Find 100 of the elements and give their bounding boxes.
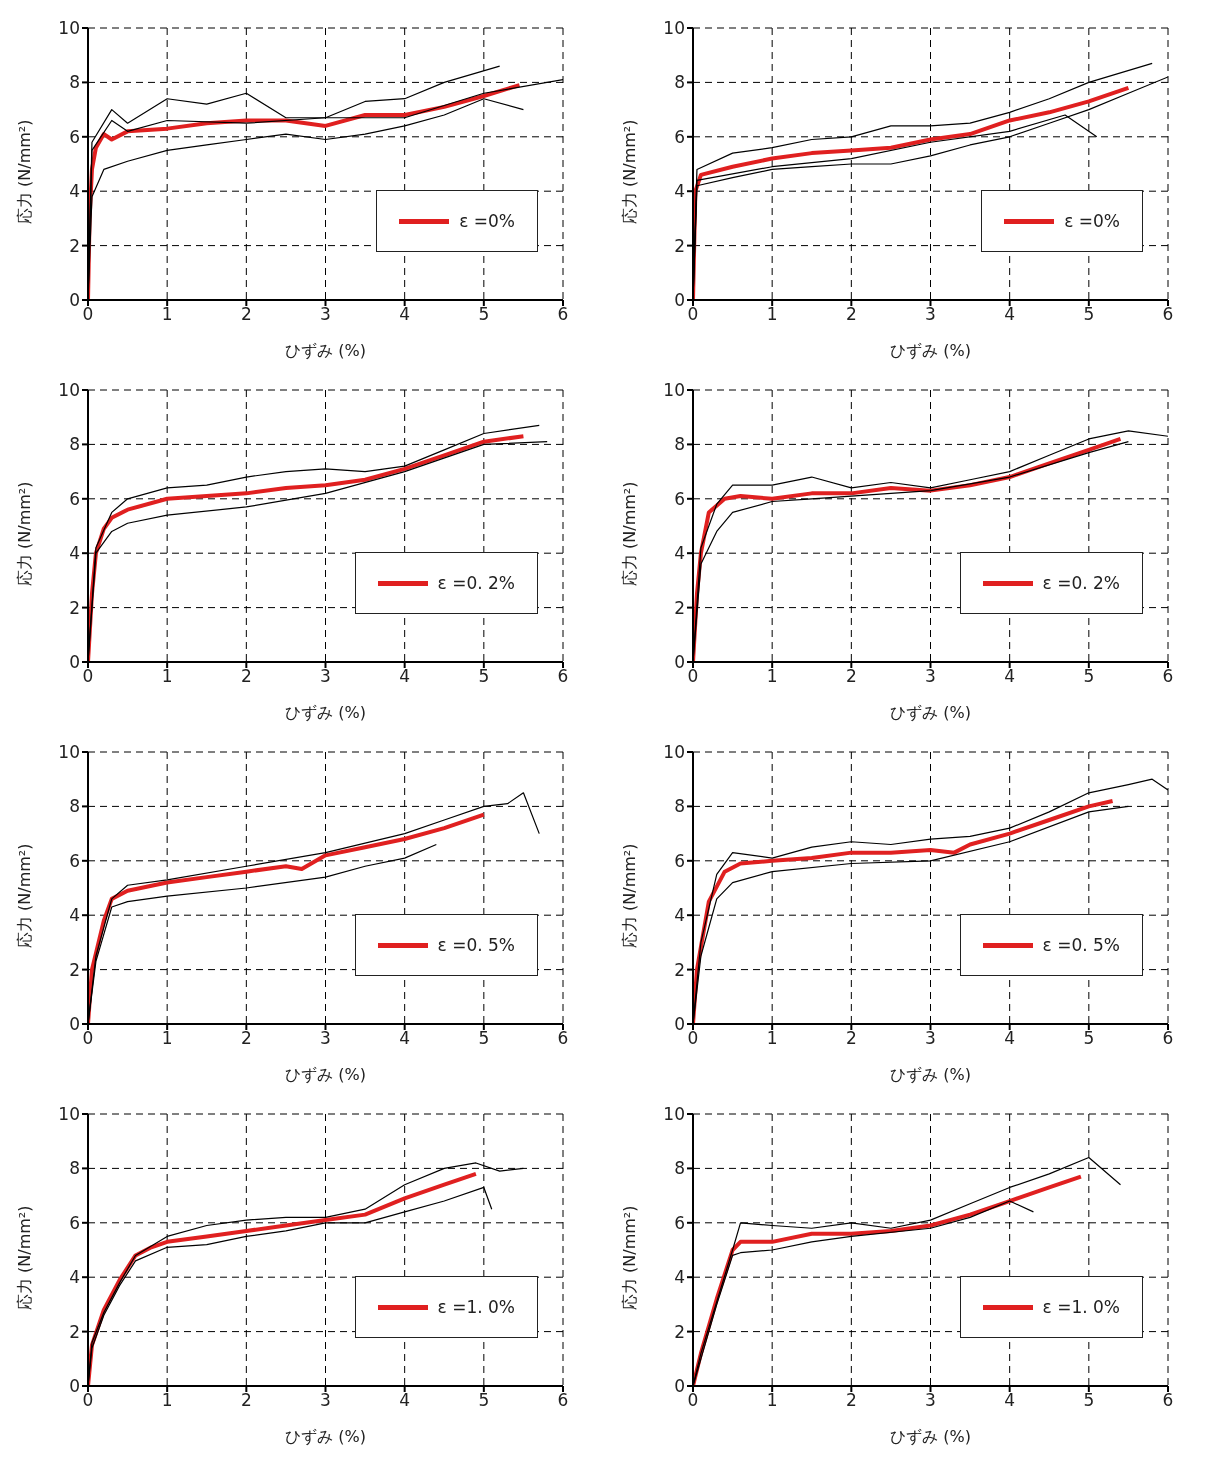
x-tick-label: 5 [1083, 1390, 1095, 1411]
y-tick-label: 0 [674, 1376, 685, 1397]
legend-label: ε =1. 0% [1042, 1297, 1120, 1317]
x-tick-label: 6 [557, 304, 569, 325]
y-tick-label: 4 [69, 543, 80, 564]
x-tick-label: 4 [399, 304, 411, 325]
x-tick-label: 5 [478, 1390, 490, 1411]
x-axis-title: ひずみ (%) [285, 341, 366, 360]
y-tick-label: 10 [663, 380, 685, 401]
x-tick-label: 2 [240, 1390, 252, 1411]
x-tick-label: 6 [557, 1390, 569, 1411]
y-tick-label: 2 [674, 959, 685, 980]
x-tick-label: 2 [240, 304, 252, 325]
y-tick-label: 4 [674, 543, 685, 564]
x-axis-title: ひずみ (%) [890, 1427, 971, 1446]
x-tick-label: 3 [925, 666, 936, 687]
x-tick-label: 0 [82, 304, 94, 325]
y-tick-label: 10 [58, 380, 80, 401]
y-tick-label: 2 [674, 235, 685, 256]
y-tick-label: 10 [663, 18, 685, 39]
y-tick-label: 2 [69, 235, 80, 256]
y-tick-label: 4 [674, 905, 685, 926]
x-tick-label: 0 [82, 1390, 94, 1411]
x-tick-label: 2 [845, 1028, 857, 1049]
x-tick-label: 3 [925, 304, 936, 325]
x-axis-title: ひずみ (%) [285, 1065, 366, 1084]
y-tick-label: 10 [58, 742, 80, 763]
x-tick-label: 3 [320, 1028, 331, 1049]
y-tick-label: 0 [674, 290, 685, 311]
x-tick-label: 6 [1162, 1390, 1174, 1411]
x-tick-label: 5 [478, 1028, 490, 1049]
y-tick-label: 0 [69, 1376, 80, 1397]
y-tick-label: 0 [69, 290, 80, 311]
x-tick-label: 2 [240, 1028, 252, 1049]
x-tick-label: 4 [399, 1028, 411, 1049]
y-tick-label: 2 [674, 1321, 685, 1342]
y-tick-label: 6 [69, 126, 80, 147]
y-tick-label: 8 [69, 796, 80, 817]
y-tick-label: 0 [69, 652, 80, 673]
x-tick-label: 5 [1083, 1028, 1095, 1049]
x-tick-label: 0 [687, 304, 699, 325]
x-axis-title: ひずみ (%) [285, 1427, 366, 1446]
y-tick-label: 8 [69, 72, 80, 93]
y-axis-title: 応力 (N/mm²) [14, 1205, 34, 1310]
x-tick-label: 6 [1162, 1028, 1174, 1049]
x-tick-label: 0 [687, 1028, 699, 1049]
x-tick-label: 3 [925, 1390, 936, 1411]
x-tick-label: 3 [925, 1028, 936, 1049]
x-axis-title: ひずみ (%) [890, 703, 971, 722]
x-tick-label: 3 [320, 666, 331, 687]
y-tick-label: 0 [674, 1014, 685, 1035]
y-tick-label: 4 [69, 181, 80, 202]
x-tick-label: 1 [766, 1390, 778, 1411]
x-axis-title: ひずみ (%) [890, 341, 971, 360]
x-tick-label: 0 [82, 666, 94, 687]
y-tick-label: 2 [674, 597, 685, 618]
legend-label: ε =0. 2% [437, 573, 515, 593]
y-tick-label: 2 [69, 959, 80, 980]
x-tick-label: 6 [1162, 304, 1174, 325]
y-axis-title: 応力 (N/mm²) [14, 843, 34, 948]
y-tick-label: 6 [69, 1212, 80, 1233]
x-tick-label: 6 [557, 1028, 569, 1049]
y-axis-title: 応力 (N/mm²) [14, 481, 34, 586]
x-tick-label: 1 [766, 666, 778, 687]
y-tick-label: 10 [663, 1104, 685, 1125]
x-tick-label: 6 [1162, 666, 1174, 687]
y-tick-label: 6 [674, 126, 685, 147]
x-tick-label: 4 [399, 1390, 411, 1411]
x-tick-label: 4 [1004, 1028, 1016, 1049]
x-tick-label: 2 [240, 666, 252, 687]
x-tick-label: 3 [320, 304, 331, 325]
x-tick-label: 5 [478, 304, 490, 325]
x-tick-label: 1 [161, 304, 173, 325]
x-tick-label: 0 [82, 1028, 94, 1049]
x-axis-title: ひずみ (%) [890, 1065, 971, 1084]
y-axis-title: 応力 (N/mm²) [619, 843, 639, 948]
x-tick-label: 4 [1004, 304, 1016, 325]
y-tick-label: 8 [674, 72, 685, 93]
y-tick-label: 8 [674, 796, 685, 817]
y-axis-title: 応力 (N/mm²) [619, 1205, 639, 1310]
y-tick-label: 10 [663, 742, 685, 763]
x-tick-label: 2 [845, 666, 857, 687]
legend-label: ε =1. 0% [437, 1297, 515, 1317]
y-tick-label: 8 [69, 1158, 80, 1179]
x-tick-label: 0 [687, 1390, 699, 1411]
y-tick-label: 6 [69, 850, 80, 871]
legend-label: ε =0% [1064, 211, 1120, 231]
x-tick-label: 1 [161, 1390, 173, 1411]
y-tick-label: 6 [674, 488, 685, 509]
y-tick-label: 2 [69, 597, 80, 618]
y-tick-label: 6 [674, 1212, 685, 1233]
x-tick-label: 1 [161, 1028, 173, 1049]
x-tick-label: 2 [845, 304, 857, 325]
x-tick-label: 0 [687, 666, 699, 687]
x-tick-label: 4 [399, 666, 411, 687]
y-tick-label: 8 [69, 434, 80, 455]
x-tick-label: 5 [478, 666, 490, 687]
y-axis-title: 応力 (N/mm²) [619, 119, 639, 224]
x-axis-title: ひずみ (%) [285, 703, 366, 722]
x-tick-label: 3 [320, 1390, 331, 1411]
